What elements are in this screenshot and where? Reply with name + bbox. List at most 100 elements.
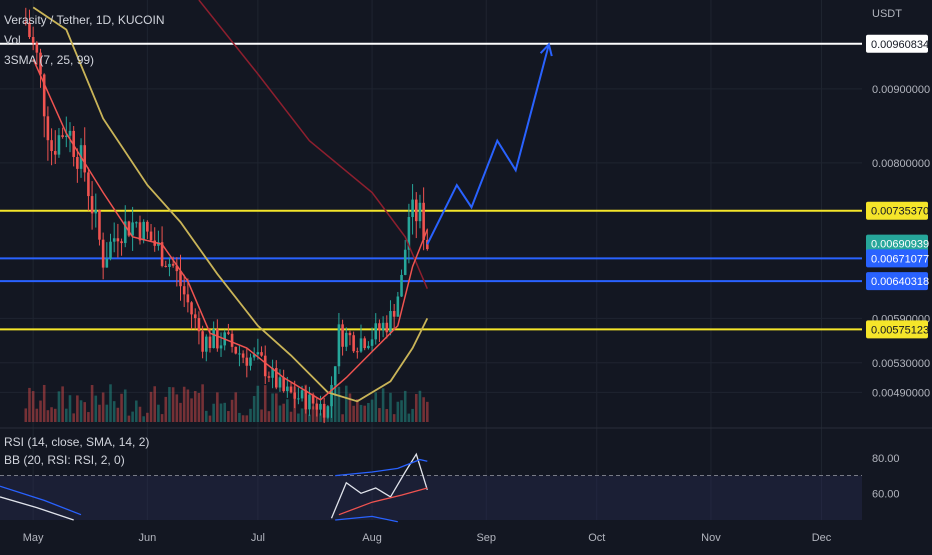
candle-body bbox=[260, 352, 263, 356]
candle-body bbox=[289, 386, 293, 393]
chart-legend: Verasity / Tether, 1D, KUCOIN Vol 3SMA (… bbox=[4, 10, 165, 70]
volume-bar bbox=[153, 386, 157, 422]
volume-bar bbox=[411, 408, 414, 422]
volume-bar bbox=[263, 385, 267, 422]
volume-bar bbox=[344, 385, 348, 422]
candle-body bbox=[212, 329, 215, 349]
volume-bar bbox=[422, 397, 425, 422]
date-tick-label: Oct bbox=[588, 532, 605, 544]
candle-body bbox=[274, 368, 278, 388]
rsi-series-line bbox=[335, 515, 398, 523]
candle-body bbox=[160, 242, 164, 266]
candle-body bbox=[344, 332, 348, 347]
volume-bar bbox=[282, 403, 285, 422]
candle-body bbox=[94, 209, 98, 214]
candle-body bbox=[311, 394, 315, 404]
rsi-indicator-label[interactable]: RSI (14, close, SMA, 14, 2) bbox=[4, 435, 150, 449]
candle-body bbox=[149, 231, 153, 241]
price-tick-label: 0.00530000 bbox=[872, 358, 930, 370]
volume-bar bbox=[348, 393, 352, 422]
candle-body bbox=[238, 353, 241, 355]
candle-body bbox=[105, 258, 109, 268]
volume-bar bbox=[83, 402, 87, 422]
volume-bar bbox=[337, 386, 341, 422]
candle-body bbox=[182, 286, 186, 295]
volume-bar bbox=[227, 411, 230, 422]
rsi-series-line bbox=[335, 458, 428, 477]
rsi-legend: RSI (14, close, SMA, 14, 2) BB (20, RSI:… bbox=[4, 433, 149, 469]
volume-bar bbox=[164, 396, 168, 422]
volume-bar bbox=[46, 410, 50, 422]
volume-bar bbox=[212, 403, 215, 422]
volume-bar bbox=[426, 401, 429, 422]
candle-body bbox=[418, 202, 422, 222]
volume-legend[interactable]: Vol bbox=[4, 33, 21, 47]
volume-bar bbox=[123, 389, 127, 422]
candle-body bbox=[245, 357, 249, 366]
volume-bar bbox=[216, 392, 219, 422]
candle-body bbox=[57, 135, 61, 155]
rsi-series-line bbox=[0, 485, 82, 516]
candle-body bbox=[411, 199, 414, 218]
sma-legend[interactable]: 3SMA (7, 25, 99) bbox=[4, 53, 95, 67]
candle-body bbox=[65, 135, 68, 137]
candle-body bbox=[304, 390, 308, 410]
candle-body bbox=[278, 377, 282, 388]
candle-body bbox=[197, 318, 201, 332]
volume-bar bbox=[171, 387, 175, 422]
candle-body bbox=[127, 221, 131, 236]
candle-body bbox=[205, 336, 208, 352]
bb-indicator-label[interactable]: BB (20, RSI: RSI, 2, 0) bbox=[4, 453, 125, 467]
volume-bar bbox=[352, 405, 355, 422]
candle-body bbox=[363, 338, 366, 349]
price-level-tag bbox=[866, 201, 928, 220]
candle-body bbox=[403, 249, 407, 275]
candle-body bbox=[50, 140, 53, 152]
candle-body bbox=[35, 43, 39, 53]
rsi-panel: 80.00 60.00 bbox=[0, 452, 900, 523]
volume-bar bbox=[190, 398, 193, 422]
volume-bar bbox=[149, 391, 153, 422]
volume-bar bbox=[179, 402, 182, 422]
volume-bar bbox=[208, 415, 212, 422]
candle-body bbox=[168, 263, 171, 268]
candle-body bbox=[426, 239, 429, 250]
rsi-series-line bbox=[330, 452, 428, 519]
volume-bar bbox=[219, 403, 223, 422]
candle-body bbox=[101, 239, 105, 268]
candle-body bbox=[219, 345, 223, 349]
candle-body bbox=[98, 209, 101, 240]
candle-body bbox=[341, 324, 344, 347]
candle-body bbox=[68, 130, 72, 136]
candle-body bbox=[76, 156, 79, 169]
candle-body bbox=[319, 403, 322, 410]
price-level-tag bbox=[866, 249, 928, 268]
candle-body bbox=[28, 22, 31, 38]
volume-bar bbox=[289, 411, 293, 422]
date-tick-label: Dec bbox=[812, 532, 832, 544]
volume-bar bbox=[109, 384, 112, 422]
candle-body bbox=[337, 324, 341, 367]
volume-bar bbox=[300, 408, 304, 422]
volume-bar bbox=[389, 392, 392, 422]
volume-bar bbox=[234, 392, 238, 422]
price-level-tag-text: 0.00575123 bbox=[871, 324, 929, 336]
candle-body bbox=[374, 323, 378, 340]
volume-bar bbox=[168, 387, 171, 422]
volume-bar bbox=[252, 396, 256, 422]
volume-bar bbox=[160, 414, 164, 422]
volume-bar bbox=[370, 399, 374, 422]
volume-bar bbox=[101, 392, 105, 422]
volume-bar bbox=[112, 401, 116, 422]
date-tick-label: Jul bbox=[251, 532, 265, 544]
volume-bar bbox=[57, 391, 61, 422]
volume-bar bbox=[241, 415, 245, 422]
candle-body bbox=[249, 357, 252, 366]
symbol-title[interactable]: Verasity / Tether, 1D, KUCOIN bbox=[4, 13, 165, 27]
price-level-tag-text: 0.00735370 bbox=[871, 206, 929, 218]
candle-body bbox=[322, 403, 326, 418]
candle-body bbox=[109, 241, 112, 259]
volume-bar bbox=[359, 404, 363, 422]
